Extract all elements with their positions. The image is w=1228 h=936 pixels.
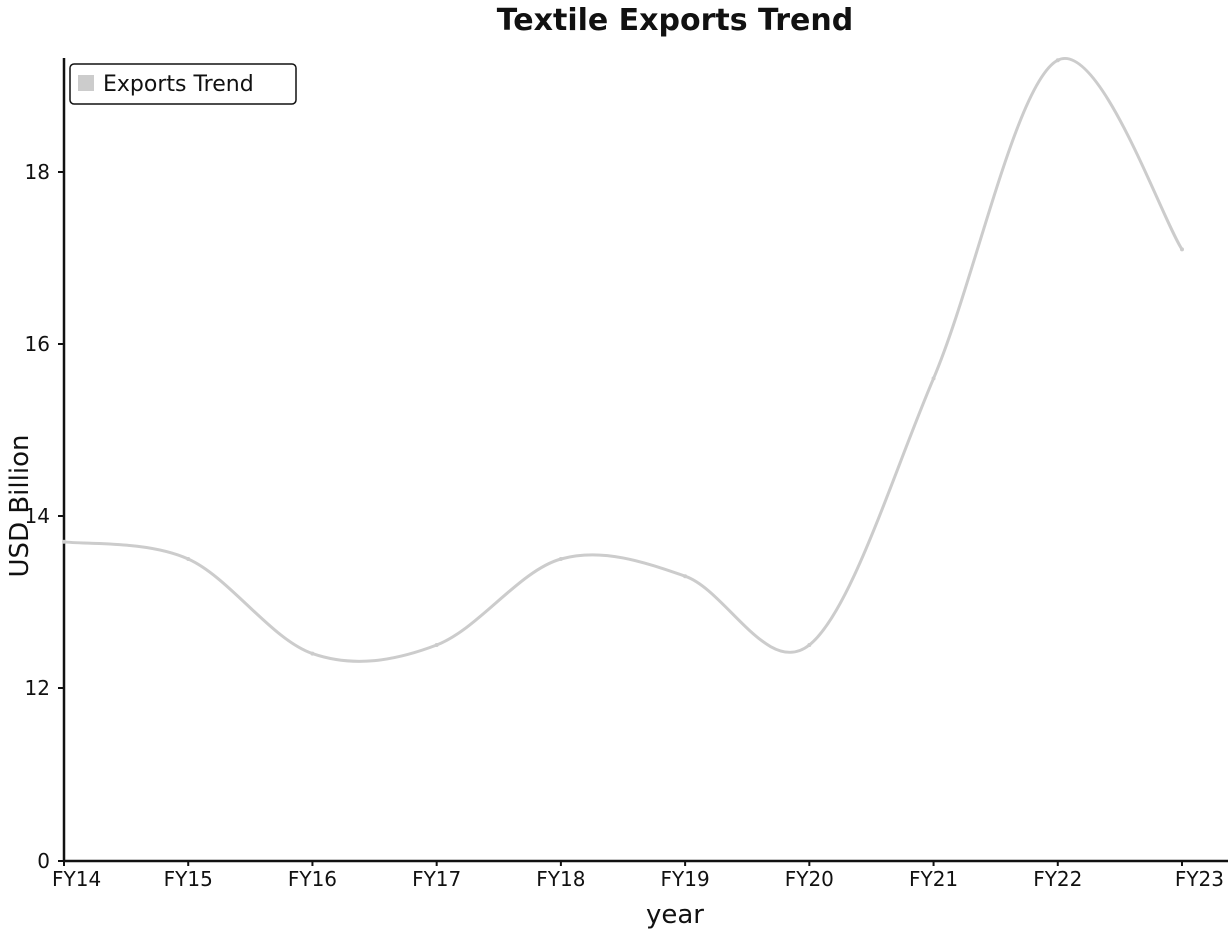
x-tick-label: FY16 [288,867,337,891]
x-tick-label: FY18 [536,867,585,891]
data-point-fy21 [931,376,936,381]
x-tick-label: FY14 [52,867,101,891]
data-point-fy23 [1180,247,1184,252]
y-tick-label: 12 [25,676,50,700]
x-tick-label: FY23 [1175,867,1224,891]
y-tick-group: 0 12 14 16 18 [25,160,64,873]
x-tick-label: FY17 [412,867,461,891]
data-point-fy19 [683,574,688,579]
series-line-exports-trend [62,56,1184,663]
x-tick-label: FY19 [661,867,710,891]
legend-label: Exports Trend [103,72,254,97]
x-axis-label: year [646,900,704,930]
y-tick-label: 14 [25,504,50,528]
data-point-fy15 [186,557,191,561]
data-point-fy16 [310,651,315,656]
x-tick-label: FY21 [909,867,958,891]
data-point-fy22 [1055,58,1060,63]
legend: Exports Trend [69,63,297,105]
y-axis-label: USD Billion [5,435,35,578]
data-point-fy20 [807,643,812,647]
legend-swatch [78,75,94,91]
y-tick-label: 16 [25,332,50,356]
x-tick-label: FY15 [164,867,213,891]
y-tick-label: 18 [25,160,50,184]
x-tick-label: FY22 [1033,867,1082,891]
legend-box [69,63,297,105]
y-tick-label: 0 [37,849,50,873]
chart-title: Textile Exports Trend [497,3,853,38]
point-group [62,58,1184,656]
data-point-fy18 [558,557,563,561]
x-tick-group: FY14 FY15 FY16 FY17 FY18 FY19 FY20 FY21 FY22 FY23 [52,861,1224,891]
x-tick-label: FY20 [785,867,834,891]
data-point-fy17 [434,643,439,647]
data-point-fy14 [62,539,66,544]
